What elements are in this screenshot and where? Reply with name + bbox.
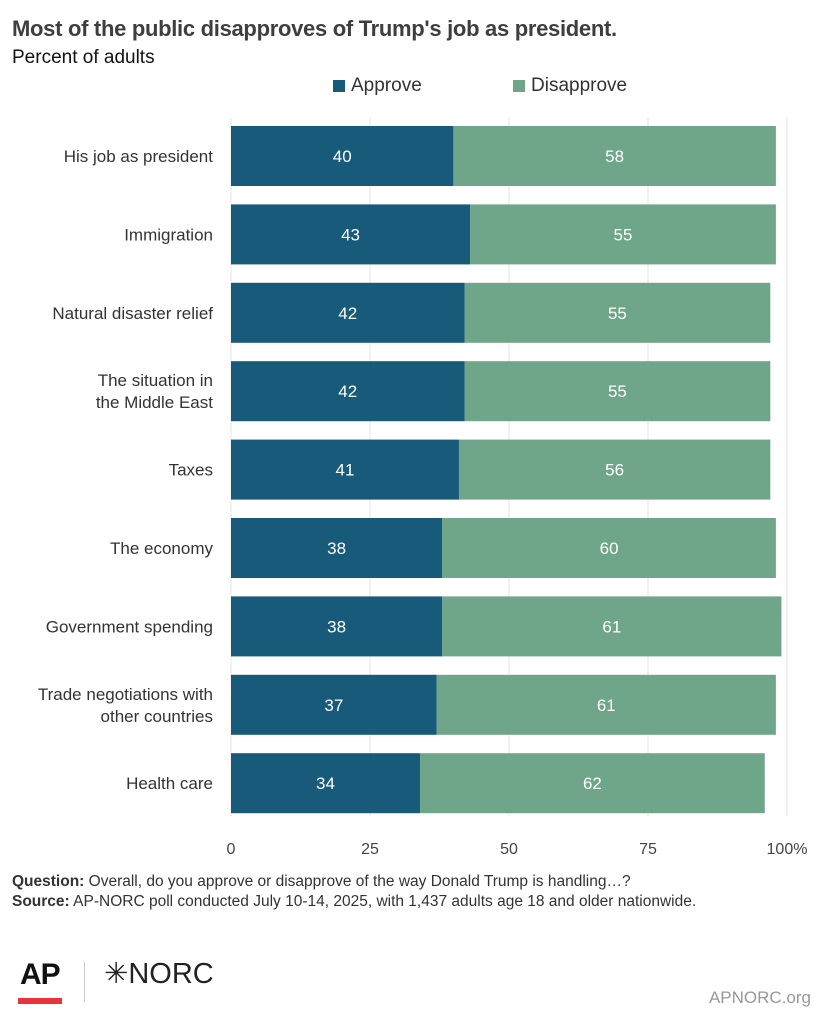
bar-disapprove bbox=[464, 282, 771, 343]
data-label-approve: 37 bbox=[324, 696, 343, 715]
data-label-approve: 38 bbox=[327, 539, 346, 558]
data-label-disapprove: 55 bbox=[614, 225, 633, 244]
category-label: other countries bbox=[101, 707, 213, 726]
bar-approve bbox=[231, 439, 459, 500]
question-label: Question: bbox=[12, 873, 85, 890]
legend-swatch-approve bbox=[333, 80, 345, 92]
legend-label-approve: Approve bbox=[351, 75, 422, 96]
chart-title: Most of the public disapproves of Trump'… bbox=[12, 16, 617, 41]
data-label-approve: 40 bbox=[333, 147, 352, 166]
x-tick-label: 0 bbox=[227, 841, 236, 858]
ap-logo: AP bbox=[20, 958, 61, 991]
data-label-approve: 38 bbox=[327, 617, 346, 636]
category-label: Health care bbox=[126, 774, 213, 793]
legend-approve: Approve bbox=[333, 75, 422, 97]
category-label: His job as president bbox=[64, 147, 214, 166]
data-label-disapprove: 60 bbox=[600, 539, 619, 558]
category-label: Taxes bbox=[169, 461, 213, 480]
x-tick-label: 75 bbox=[639, 841, 657, 858]
bar-approve bbox=[231, 674, 437, 735]
bar-approve bbox=[231, 753, 421, 814]
bar-approve bbox=[231, 596, 443, 657]
bar-disapprove bbox=[458, 439, 771, 500]
source-label: Source: bbox=[12, 893, 70, 910]
category-label: The situation in bbox=[98, 371, 213, 390]
bar-approve bbox=[231, 126, 454, 186]
data-label-approve: 42 bbox=[338, 304, 357, 323]
bar-disapprove bbox=[442, 518, 776, 578]
data-label-approve: 42 bbox=[338, 382, 357, 401]
category-label: the Middle East bbox=[96, 393, 213, 412]
data-label-disapprove: 56 bbox=[605, 461, 624, 480]
bar-disapprove bbox=[420, 753, 765, 814]
bar-disapprove bbox=[464, 361, 771, 422]
data-label-approve: 43 bbox=[341, 225, 360, 244]
data-label-disapprove: 61 bbox=[602, 617, 621, 636]
data-label-disapprove: 58 bbox=[605, 147, 624, 166]
source-text: AP-NORC poll conducted July 10-14, 2025,… bbox=[69, 893, 697, 910]
data-label-disapprove: 62 bbox=[583, 774, 602, 793]
question-text: Overall, do you approve or disapprove of… bbox=[84, 873, 631, 890]
ap-logo-underline bbox=[18, 998, 62, 1004]
data-label-approve: 41 bbox=[336, 461, 355, 480]
category-label: Immigration bbox=[124, 225, 213, 244]
category-label: Natural disaster relief bbox=[52, 304, 213, 323]
norc-logo-text: NORC bbox=[128, 958, 214, 990]
x-tick-label: 100% bbox=[767, 841, 808, 858]
legend-label-disapprove: Disapprove bbox=[531, 75, 628, 96]
bar-approve bbox=[231, 518, 443, 578]
bar-disapprove bbox=[470, 204, 776, 265]
data-label-disapprove: 61 bbox=[597, 696, 616, 715]
bar-disapprove bbox=[436, 674, 776, 735]
norc-logo: ✳NORC bbox=[104, 956, 214, 991]
bar-approve bbox=[231, 361, 465, 422]
x-tick-label: 50 bbox=[500, 841, 518, 858]
bar-disapprove bbox=[442, 596, 782, 657]
data-label-disapprove: 55 bbox=[608, 304, 627, 323]
chart-notes: Question: Overall, do you approve or dis… bbox=[12, 872, 812, 912]
data-label-disapprove: 55 bbox=[608, 382, 627, 401]
bar-approve bbox=[231, 282, 465, 343]
x-tick-label: 25 bbox=[361, 841, 379, 858]
legend-swatch-disapprove bbox=[513, 80, 525, 92]
category-label: Trade negotiations with bbox=[38, 685, 213, 704]
legend-disapprove: Disapprove bbox=[513, 75, 627, 97]
site-url: APNORC.org bbox=[708, 988, 811, 1007]
norc-star-icon: ✳ bbox=[104, 958, 129, 990]
bar-approve bbox=[231, 204, 471, 265]
category-label: Government spending bbox=[46, 617, 213, 636]
plot-area: 0 25 50 75 100% 40 58 His job as president 43 55 I… bbox=[38, 118, 808, 858]
category-label: The economy bbox=[110, 539, 213, 558]
logo-divider bbox=[84, 962, 85, 1002]
data-label-approve: 34 bbox=[316, 774, 335, 793]
bar-disapprove bbox=[453, 126, 776, 186]
chart-subtitle: Percent of adults bbox=[12, 47, 155, 68]
